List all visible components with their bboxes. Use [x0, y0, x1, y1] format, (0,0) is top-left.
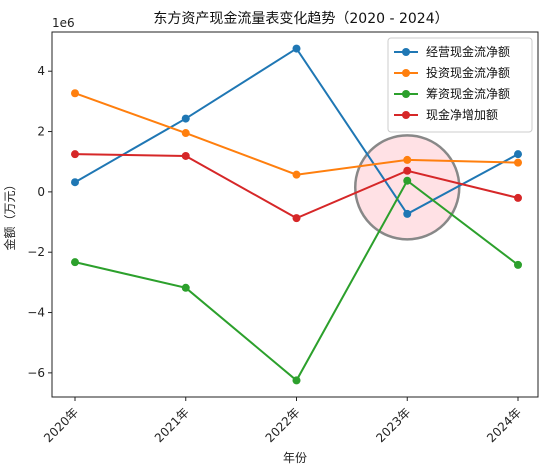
y-tick-label: −4 [27, 306, 45, 320]
y-axis-title: 金额（万元） [2, 178, 17, 250]
y-axis-offset-label: 1e6 [52, 16, 75, 30]
data-point [181, 151, 190, 160]
legend-label: 筹资现金流净额 [426, 86, 510, 101]
y-tick-label: −6 [27, 366, 45, 380]
legend-box [387, 37, 533, 133]
data-point [292, 170, 301, 179]
x-tick-label: 2023年 [373, 405, 413, 445]
data-point [292, 44, 301, 53]
series-2 [71, 89, 522, 179]
legend-label: 经营现金流净额 [426, 44, 510, 59]
y-tick-label: 0 [37, 185, 45, 199]
data-point [71, 258, 79, 267]
x-tick-label: 2020年 [41, 405, 81, 445]
legend-marker [402, 69, 410, 77]
data-point [514, 260, 522, 269]
data-point [292, 214, 301, 223]
data-point [514, 158, 522, 167]
data-point [71, 150, 79, 159]
data-point [403, 176, 412, 185]
x-tick-label: 2021年 [152, 405, 192, 445]
legend-marker [402, 48, 410, 56]
legend-label: 投资现金流净额 [426, 65, 510, 80]
data-point [403, 209, 412, 218]
x-axis-title: 年份 [283, 451, 307, 465]
y-tick-label: −2 [27, 245, 45, 259]
legend-marker [402, 90, 410, 98]
series-3 [71, 176, 522, 385]
chart-title: 东方资产现金流量表变化趋势（2020 - 2024） [153, 11, 448, 27]
legend-label: 现金净增加额 [426, 107, 498, 122]
y-tick-label: 2 [37, 125, 45, 139]
data-point [514, 193, 522, 202]
plot-frame [51, 31, 539, 398]
data-point [514, 150, 522, 159]
series-4 [71, 150, 522, 223]
data-point [71, 178, 79, 187]
data-point [181, 129, 190, 138]
data-point [292, 376, 301, 385]
x-tick-label: 2024年 [484, 405, 524, 445]
series-1 [71, 44, 522, 218]
data-point [403, 155, 412, 164]
x-tick-label: 2022年 [263, 405, 303, 445]
data-point [181, 283, 190, 292]
data-point [71, 89, 79, 98]
data-point [181, 114, 190, 123]
data-point [403, 166, 412, 175]
legend-marker [402, 111, 410, 119]
y-tick-label: 4 [37, 64, 45, 78]
